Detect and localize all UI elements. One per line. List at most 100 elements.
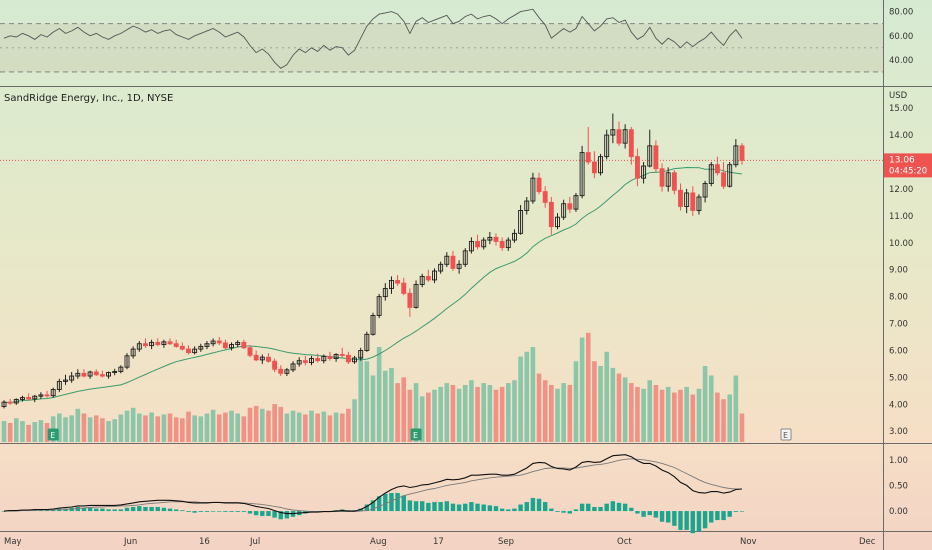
candle [456,260,462,274]
candle [567,197,573,214]
candle-body [284,369,290,374]
time-tick-label: Dec [859,537,876,547]
macd-histogram-bar [690,511,695,534]
macd-histogram-bar [192,511,197,513]
macd-pane[interactable] [1,454,745,534]
volume-bar [641,388,646,442]
candle [204,341,210,350]
candle-body [671,172,677,191]
macd-histogram-bar [653,511,659,518]
macd-histogram-bar [586,503,591,512]
volume-bar [653,385,659,442]
volume-bar [266,410,271,442]
volume-bar [44,423,50,442]
volume-bar [426,392,431,442]
macd-histogram-bar [266,511,271,516]
earnings-marker-box [47,428,59,441]
candle-body [192,348,198,354]
rsi-axis[interactable]: 40.00 60.00 80.00 [889,8,913,66]
candle [671,170,677,195]
volume-bar [721,399,726,442]
candle [721,162,726,189]
candle [235,340,241,348]
candle [413,280,419,309]
macd-histogram-bar [426,502,431,512]
rsi-pane[interactable] [0,8,883,73]
macd-histogram-bar [395,493,400,512]
candle-body [198,345,204,350]
macd-axis[interactable]: 0.00 0.50 1.00 [889,456,908,517]
bar-countdown: 04:45:20 [889,166,927,176]
macd-tick-label: 0.50 [889,481,908,491]
earnings-marker-label: E [413,431,418,440]
volume-bar [592,361,597,442]
price-tick-label: 6.00 [889,346,908,356]
volume-bar [635,386,640,442]
volume-bar [63,417,68,442]
price-axis[interactable]: 3.00 4.00 5.00 6.00 7.00 8.00 9.00 10.00 11.00 12… [889,104,913,437]
time-tick-label: Nov [740,537,757,547]
candle [548,197,554,235]
volume-bar [296,412,302,442]
candle-body [628,129,634,158]
volume-bar [303,414,308,442]
volume-bar [462,385,468,442]
macd-histogram-bar [260,511,265,516]
volume-bar [401,377,407,442]
volume-bar [585,332,591,442]
macd-histogram-bar [487,505,493,512]
macd-histogram-bar [733,511,739,512]
macd-histogram-bar [149,506,154,512]
last-price-tag-bg [884,153,932,178]
volume-bar [739,413,745,442]
volume-bar [260,408,265,442]
macd-histogram-bar [272,511,277,518]
candle-body [395,280,401,284]
candle-body [259,356,265,361]
candle [56,378,62,393]
candle [579,145,585,199]
candle [653,140,659,173]
earnings-marker[interactable]: E [780,428,792,441]
candle-body [99,374,105,377]
earnings-marker[interactable]: E [410,428,422,441]
candle [198,343,204,352]
candle-body [69,375,75,381]
time-axis[interactable]: May Jun 16 Jul Aug 17 Sep Oct Nov Dec [4,537,876,547]
volume-bar [629,383,634,442]
candle-body [499,240,505,249]
volume-bar [229,410,234,442]
volume-bar [506,383,511,442]
price-pane[interactable]: E E E SandRidge Energy, Inc., 1D, NYSE [0,93,883,442]
candle-body [63,379,68,382]
price-tick-label: 14.00 [889,131,913,141]
time-tick-label: Sep [498,537,514,547]
macd-histogram-bar [647,511,652,516]
volume-bar [290,410,296,442]
price-tick-label: 11.00 [889,212,913,222]
candle-body [124,355,130,368]
candle-body [266,356,271,362]
volume-bar [475,386,480,442]
time-tick-label: 17 [433,537,444,547]
macd-histogram-bar [198,511,203,512]
candle [284,367,290,377]
candle [512,229,517,243]
macd-histogram-bar [721,511,726,521]
symbol-title[interactable]: SandRidge Energy, Inc., 1D, NYSE [4,93,173,104]
price-tick-label: 5.00 [889,373,908,383]
candle-body [493,236,499,242]
volume-bar [715,392,720,442]
volume-bar [124,410,130,442]
candle [487,232,493,245]
candle-body [536,177,542,193]
earnings-marker-label: E [50,431,55,440]
earnings-marker[interactable]: E [47,428,59,441]
candle-body [413,284,419,308]
candle-body [567,203,573,210]
candle [364,331,370,352]
candle [696,194,702,215]
candle [739,143,745,165]
